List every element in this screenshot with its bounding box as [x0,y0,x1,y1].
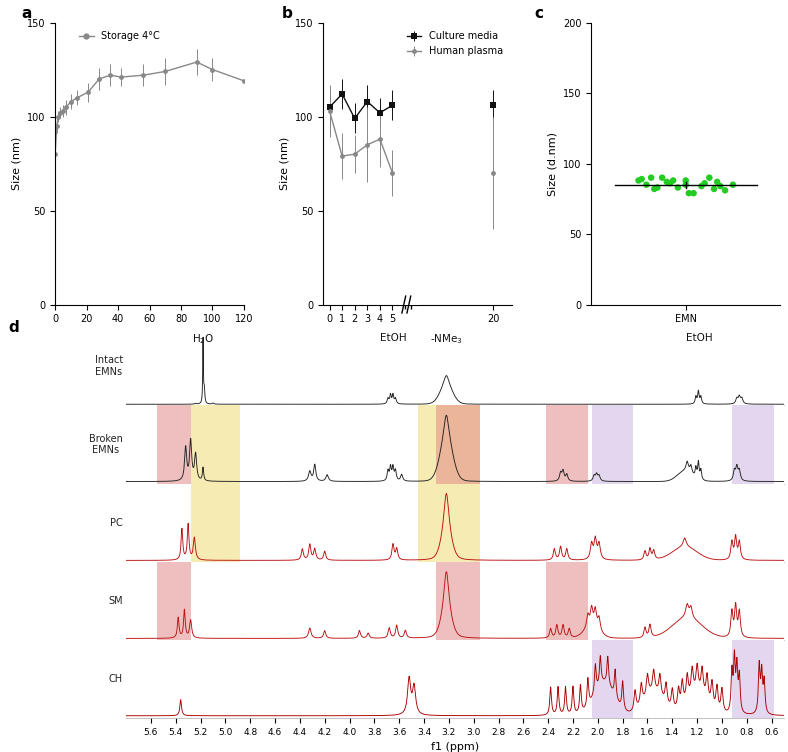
Point [656,171,668,183]
Text: -NMe$_3$: -NMe$_3$ [430,332,463,347]
Bar [437,562,480,640]
Point [719,184,731,196]
Y-axis label: Size (d.nm): Size (d.nm) [548,132,558,196]
Y-axis label: Size (nm): Size (nm) [280,137,289,190]
Legend: Storage 4°C: Storage 4°C [75,27,164,45]
Bar [157,405,191,484]
Point [671,181,684,193]
Point [640,179,652,191]
Point [679,179,692,191]
Point [711,176,723,188]
Text: EtOH: EtOH [686,332,713,342]
Point [708,183,720,195]
Point [635,173,648,185]
Bar [546,405,588,484]
Point [698,177,711,190]
Text: c: c [535,6,544,20]
Text: PC: PC [110,517,123,528]
Bar [191,484,240,562]
Text: a: a [21,6,32,20]
Point [645,171,657,183]
Point [703,171,716,183]
Text: d: d [8,320,19,335]
Bar [157,562,191,640]
Bar [592,405,633,484]
Bar [732,640,774,718]
Point [660,176,673,188]
Y-axis label: Size (nm): Size (nm) [11,137,21,190]
Bar [191,405,240,484]
Point [682,187,695,199]
X-axis label: Days: Days [136,330,163,340]
Bar [418,484,480,562]
Legend: Culture media, Human plasma: Culture media, Human plasma [403,27,507,60]
Point [695,180,708,193]
Point [687,187,700,199]
Bar [418,405,480,484]
Text: CH: CH [109,674,123,684]
Bar [546,562,588,640]
Point [679,174,692,186]
Text: b: b [281,6,292,20]
Point [648,183,660,195]
X-axis label: Hours: Hours [401,330,434,340]
Point [651,181,663,193]
Bar [437,405,480,484]
Bar [399,23,418,305]
Point [667,174,679,186]
Text: Intact
EMNs: Intact EMNs [95,356,123,377]
X-axis label: f1 (ppm): f1 (ppm) [431,742,479,752]
Bar [732,405,774,484]
Point [663,177,676,190]
Point [714,180,727,193]
Text: EtOH: EtOH [380,332,407,342]
Text: SM: SM [108,596,123,606]
Text: H$_2$O: H$_2$O [191,332,214,347]
Text: Broken
EMNs: Broken EMNs [89,434,123,455]
Point [632,174,645,186]
Bar [592,640,633,718]
Point [727,179,739,191]
